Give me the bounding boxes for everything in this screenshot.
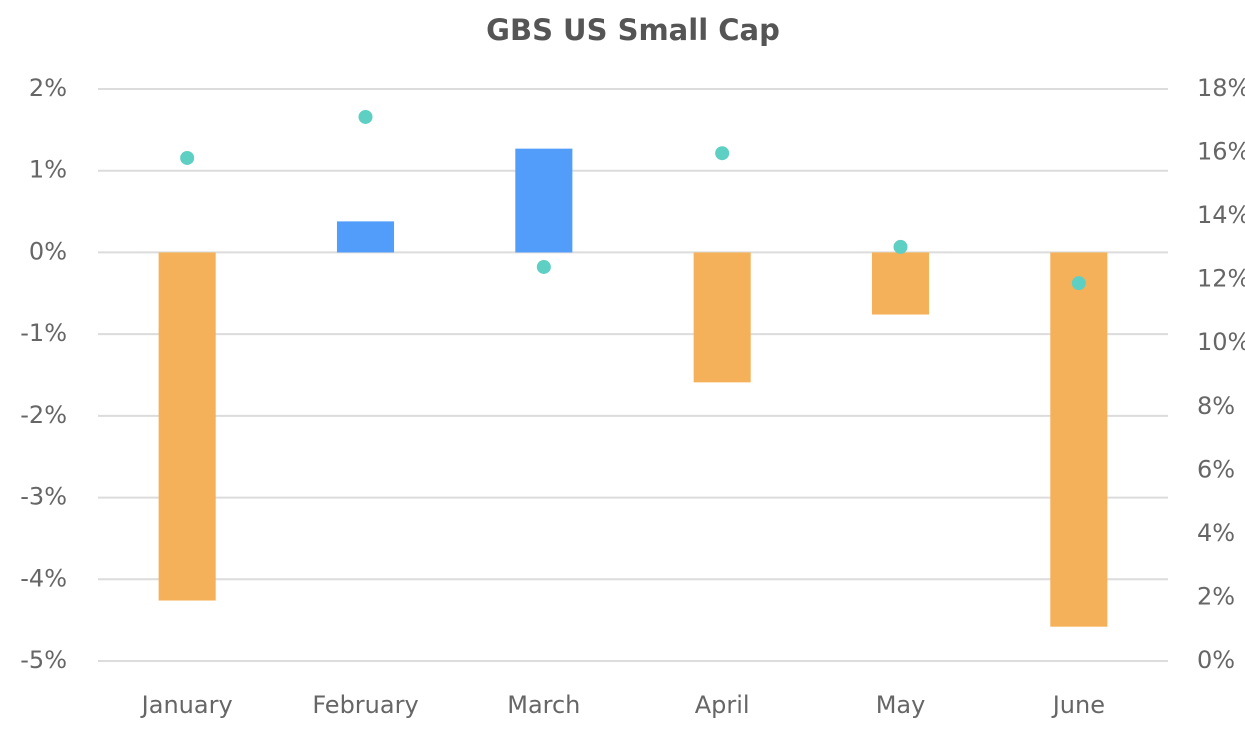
y-tick-label: -5% <box>20 646 67 674</box>
dot <box>715 146 730 161</box>
x-tick-label: March <box>507 691 580 719</box>
y-tick-label: -1% <box>20 319 67 347</box>
bar <box>871 252 930 315</box>
bar <box>693 252 751 383</box>
bar <box>336 221 395 253</box>
y2-tick-label: 12% <box>1197 265 1245 293</box>
dot <box>1071 276 1086 291</box>
y2-tick-label: 18% <box>1197 74 1245 102</box>
x-tick-label: June <box>1051 691 1105 719</box>
chart-title: GBS US Small Cap <box>486 13 780 47</box>
bar <box>515 148 573 253</box>
y2-tick-label: 8% <box>1197 392 1235 420</box>
dot <box>893 239 908 254</box>
x-tick-label: February <box>312 691 418 719</box>
y-tick-label: -2% <box>20 401 67 429</box>
y-tick-label: -3% <box>20 483 67 511</box>
y-tick-label: 0% <box>29 237 67 265</box>
dot <box>180 150 195 165</box>
y2-tick-label: 4% <box>1197 519 1235 547</box>
y2-tick-label: 16% <box>1197 138 1245 166</box>
y2-tick-label: 0% <box>1197 646 1235 674</box>
dot <box>358 109 373 124</box>
x-tick-label: April <box>695 691 750 719</box>
y-tick-label: 2% <box>29 74 67 102</box>
y2-tick-label: 6% <box>1197 455 1235 483</box>
y-tick-label: 1% <box>29 156 67 184</box>
y2-tick-label: 2% <box>1197 582 1235 610</box>
bar <box>1050 252 1108 627</box>
y-tick-label: -4% <box>20 564 67 592</box>
bar <box>158 252 216 601</box>
y2-tick-label: 14% <box>1197 201 1245 229</box>
y2-tick-label: 10% <box>1197 328 1245 356</box>
dot <box>536 259 551 274</box>
x-tick-label: May <box>876 691 926 719</box>
x-tick-label: January <box>140 691 233 719</box>
